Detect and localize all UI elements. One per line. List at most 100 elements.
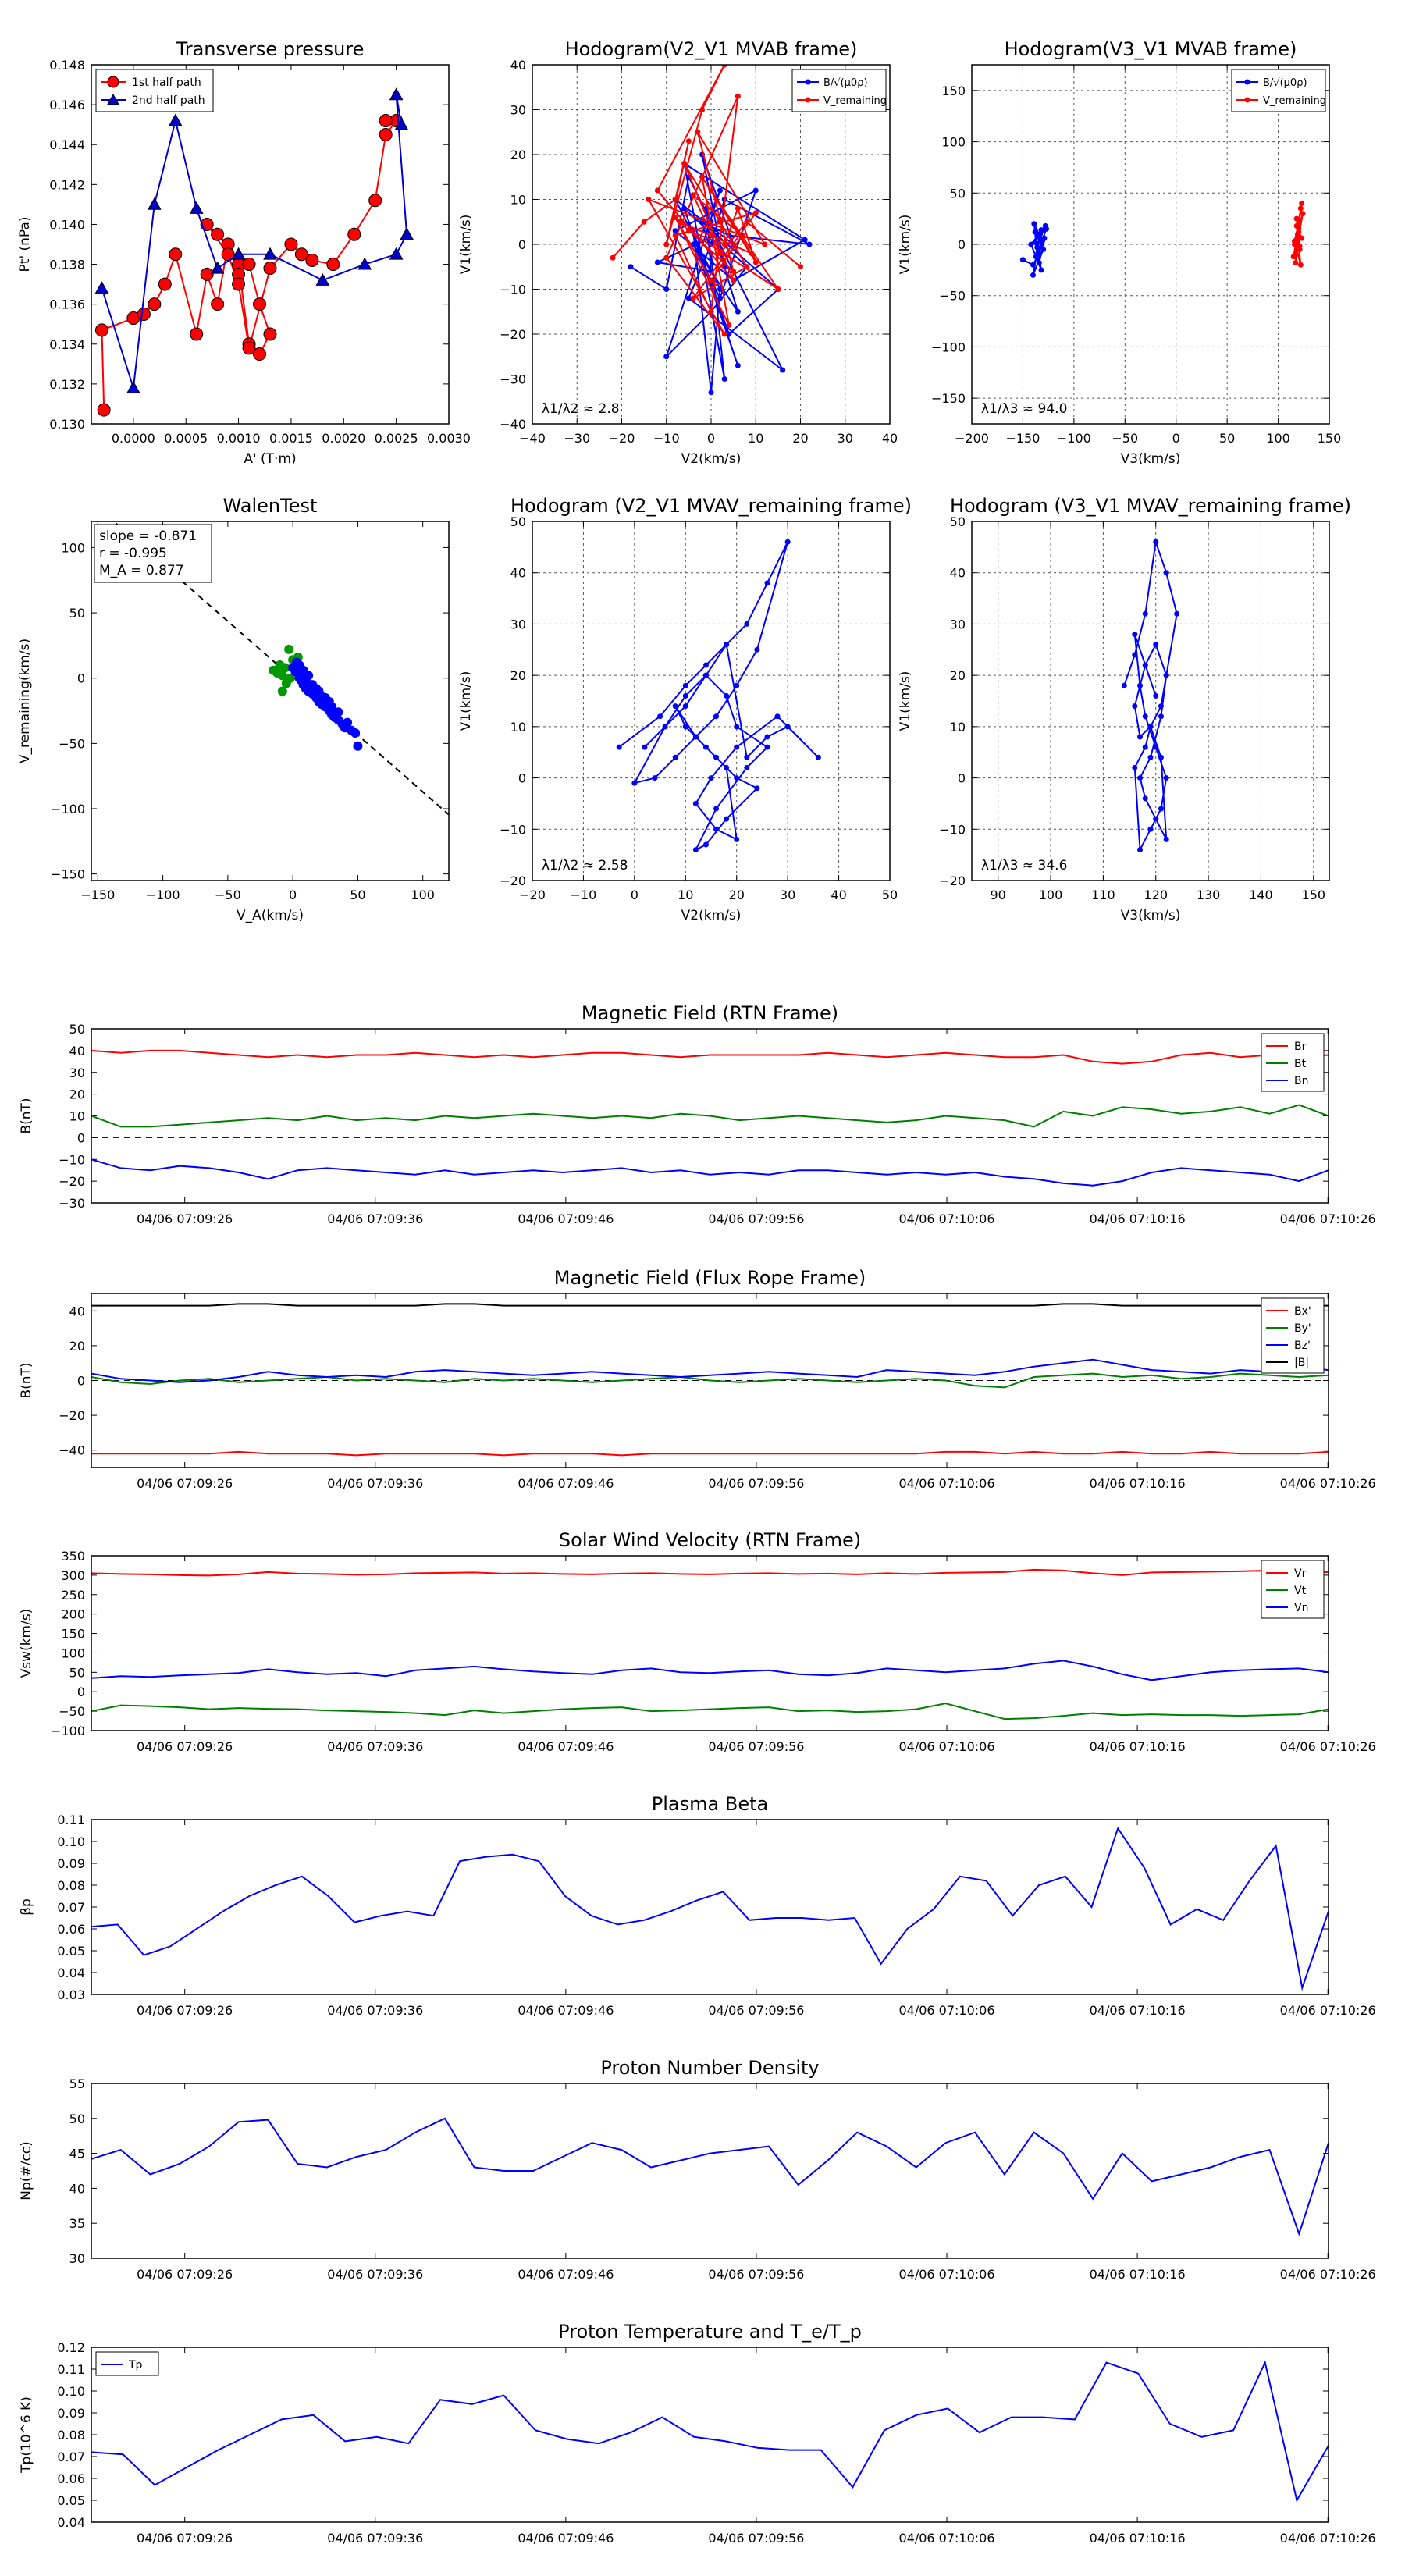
y-tick-label: 40 [69, 2181, 85, 2196]
y-axis-label: V1(km/s) [458, 215, 474, 275]
data-point [294, 247, 308, 262]
y-tick-label: 20 [69, 1087, 85, 1102]
y-tick-label: −150 [51, 867, 85, 882]
data-point [739, 233, 745, 238]
data-point [1034, 244, 1040, 251]
y-tick-label: 0.12 [57, 2340, 85, 2355]
x-tick-label: 20 [792, 431, 808, 446]
data-point [724, 816, 730, 822]
data-point [672, 215, 678, 220]
y-tick-label: 0.140 [49, 217, 85, 232]
data-point [682, 703, 688, 710]
series-line-Bz' [91, 1358, 1329, 1383]
data-point [1132, 703, 1138, 710]
y-tick-label: −100 [931, 340, 966, 354]
data-point [654, 259, 660, 265]
chart-title: Proton Temperature and T_e/T_p [558, 2321, 862, 2343]
chart-title: Proton Number Density [600, 2057, 819, 2079]
data-point [137, 307, 151, 321]
x-tick-label: −100 [146, 888, 180, 902]
data-point [815, 754, 821, 760]
stats-label: r = -0.995 [99, 546, 167, 561]
x-tick-label: −50 [1112, 431, 1138, 446]
data-point [1153, 539, 1159, 545]
data-point [379, 127, 393, 141]
eigen-ratio-label: λ1/λ2 ≈ 2.8 [542, 401, 620, 417]
legend-label: Bx' [1294, 1305, 1311, 1318]
data-point [242, 341, 256, 355]
chart-mag_rtn: Magnetic Field (RTN Frame) −30 −20 −10 0 10 20… [19, 1002, 1376, 1226]
data-point [754, 646, 760, 653]
y-tick-label: 40 [510, 58, 526, 73]
y-tick-label: 100 [61, 1646, 85, 1660]
series-line-Br [91, 1049, 1329, 1065]
data-point [744, 754, 750, 760]
y-tick-label: 0.08 [57, 2428, 85, 2443]
data-point [263, 327, 277, 341]
data-point [1299, 200, 1305, 206]
data-point [735, 93, 741, 99]
data-point [1147, 754, 1154, 760]
x-tick-label: 40 [831, 888, 846, 902]
data-point [1142, 795, 1148, 802]
plot-frame [971, 64, 1330, 425]
x-tick-label: 150 [1302, 888, 1326, 902]
data-point [1038, 227, 1044, 233]
x-axis-label: V2(km/s) [681, 451, 742, 467]
x-tick-label: −10 [653, 431, 680, 446]
y-tick-label: 0.146 [49, 98, 85, 112]
data-point [646, 197, 652, 202]
x-tick-label: 0.0030 [427, 431, 471, 446]
data-point [169, 247, 183, 262]
chart-mag_fr: Magnetic Field (Flux Rope Frame) −40 −20 0 2… [19, 1267, 1376, 1491]
data-point [764, 580, 770, 586]
data-point [1293, 222, 1300, 229]
y-axis-label: Pt' (nPa) [17, 217, 33, 272]
x-tick-label: 150 [1318, 431, 1342, 446]
series-line-0 [618, 541, 820, 852]
data-point [681, 161, 688, 166]
data-point [731, 277, 737, 283]
x-tick-label: 20 [729, 888, 745, 902]
x-tick-label: 0 [631, 888, 638, 902]
x-tick-label: 04/06 07:09:56 [708, 1212, 804, 1226]
y-tick-label: 0 [958, 771, 966, 786]
plot-area [91, 1568, 1329, 1720]
series-line-beta [91, 1826, 1329, 1991]
data-point [394, 117, 409, 130]
x-tick-label: −150 [80, 888, 115, 902]
y-axis-label: V1(km/s) [898, 215, 913, 275]
data-point [735, 205, 741, 212]
y-tick-label: −10 [500, 822, 526, 837]
data-point [721, 331, 727, 337]
y-tick-label: 10 [510, 720, 526, 735]
y-tick-label: 0.06 [57, 2471, 85, 2486]
data-point [721, 241, 727, 247]
data-point [672, 197, 678, 202]
chart-h_v2v1: Hodogram(V2_V1 MVAB frame) −40 −30 −20 −10 0 1… [458, 38, 898, 467]
data-point [200, 267, 214, 281]
chart-title: Transverse pressure [176, 38, 365, 60]
data-point [1035, 250, 1041, 256]
data-point [692, 847, 699, 853]
data-point [708, 187, 714, 194]
data-point [708, 775, 714, 781]
x-tick-label: 04/06 07:09:56 [708, 1476, 804, 1491]
x-tick-label: 100 [1266, 431, 1290, 446]
x-tick-label: 04/06 07:10:06 [898, 1739, 994, 1754]
data-point [744, 621, 750, 627]
y-tick-label: 50 [950, 514, 966, 529]
data-point [284, 644, 294, 654]
y-axis-label: βp [19, 1898, 34, 1916]
x-tick-label: 04/06 07:09:56 [708, 1739, 804, 1754]
chart-title: Hodogram (V2_V1 MVAV_remaining frame) [510, 495, 912, 517]
x-tick-label: 40 [882, 431, 898, 446]
data-point [1296, 229, 1302, 235]
y-tick-label: 0 [518, 771, 526, 786]
legend-label: Bt [1294, 1058, 1307, 1070]
y-tick-label: 10 [950, 720, 966, 735]
data-point [735, 362, 741, 368]
y-tick-label: 0.09 [57, 2406, 85, 2421]
y-tick-label: 30 [69, 2251, 85, 2266]
eigen-ratio-label: λ1/λ3 ≈ 34.6 [981, 858, 1067, 873]
